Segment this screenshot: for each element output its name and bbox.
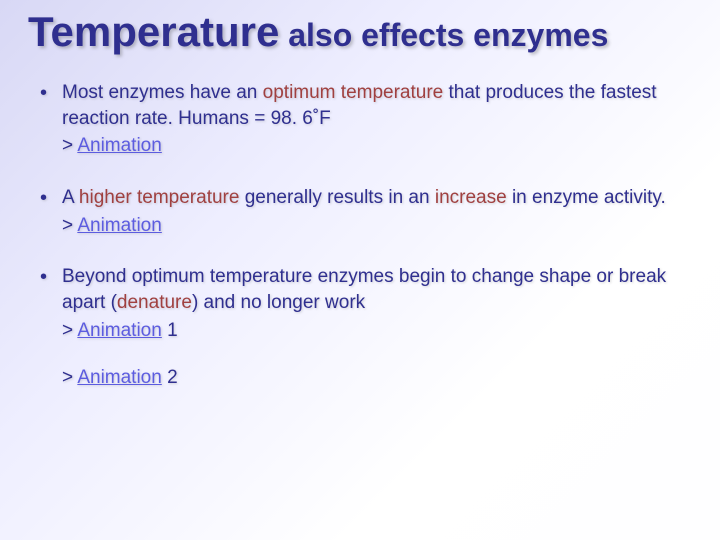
bullet-list: Most enzymes have an optimum temperature…	[28, 80, 692, 391]
bullet-3-tail2: 2	[162, 367, 178, 388]
bullet-2-pre: A	[62, 187, 79, 208]
bullet-2-post: in enzyme activity.	[507, 187, 666, 208]
bullet-3-post: ) and no longer work	[192, 292, 365, 313]
animation-link-2[interactable]: Animation	[77, 215, 162, 236]
bullet-1-sub: > Animation	[62, 133, 692, 159]
animation-link-4[interactable]: Animation	[77, 367, 162, 388]
bullet-3: Beyond optimum temperature enzymes begin…	[36, 264, 692, 391]
animation-link-3[interactable]: Animation	[77, 320, 162, 341]
bullet-2-mid: generally results in an	[239, 187, 434, 208]
bullet-2-key1: higher temperature	[79, 187, 240, 208]
carrot-3b: >	[62, 367, 77, 388]
bullet-1: Most enzymes have an optimum temperature…	[36, 80, 692, 159]
title-rest: also effects enzymes	[279, 17, 608, 53]
bullet-3-key: denature	[117, 292, 192, 313]
title-word-big: Temperature	[28, 8, 279, 55]
carrot-3a: >	[62, 320, 77, 341]
bullet-2-key2: increase	[435, 187, 507, 208]
bullet-3-sub1: > Animation 1	[62, 318, 692, 344]
bullet-1-pre: Most enzymes have an	[62, 82, 263, 103]
bullet-3-tail1: 1	[162, 320, 178, 341]
bullet-2-sub: > Animation	[62, 213, 692, 239]
animation-link-1[interactable]: Animation	[77, 135, 162, 156]
bullet-1-key: optimum temperature	[263, 82, 444, 103]
carrot-1: >	[62, 135, 77, 156]
slide: Temperature also effects enzymes Most en…	[0, 0, 720, 391]
bullet-2: A higher temperature generally results i…	[36, 185, 692, 238]
carrot-2: >	[62, 215, 77, 236]
slide-title: Temperature also effects enzymes	[28, 10, 692, 54]
bullet-3-sub2: > Animation 2	[62, 365, 692, 391]
